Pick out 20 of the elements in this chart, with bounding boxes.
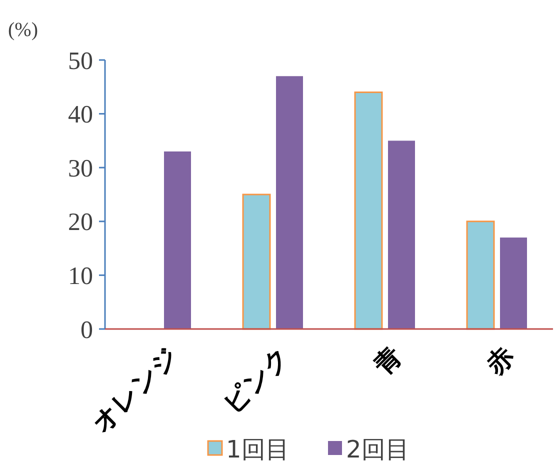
y-tick-label: 0 (80, 316, 93, 344)
x-tick-label: ピンク (218, 341, 296, 420)
y-tick-label: 40 (68, 102, 93, 129)
legend-label: 1回目 (226, 435, 290, 463)
legend-label: 2回目 (346, 435, 410, 463)
y-tick-label: 50 (68, 48, 93, 75)
y-axis-title: (%) (8, 19, 38, 41)
bar (242, 194, 271, 330)
bar (466, 220, 495, 330)
x-tick-label: 青 (368, 341, 408, 382)
x-tick-label: 赤 (480, 341, 520, 382)
y-tick-label: 30 (68, 155, 93, 182)
bar (388, 140, 415, 329)
y-tick-label: 20 (68, 209, 93, 236)
y-tick-label: 10 (68, 262, 93, 290)
bar (276, 76, 303, 329)
x-tick-label: オレンジ (86, 341, 184, 439)
bar (500, 238, 527, 329)
bar (354, 92, 383, 330)
bar (164, 151, 191, 329)
